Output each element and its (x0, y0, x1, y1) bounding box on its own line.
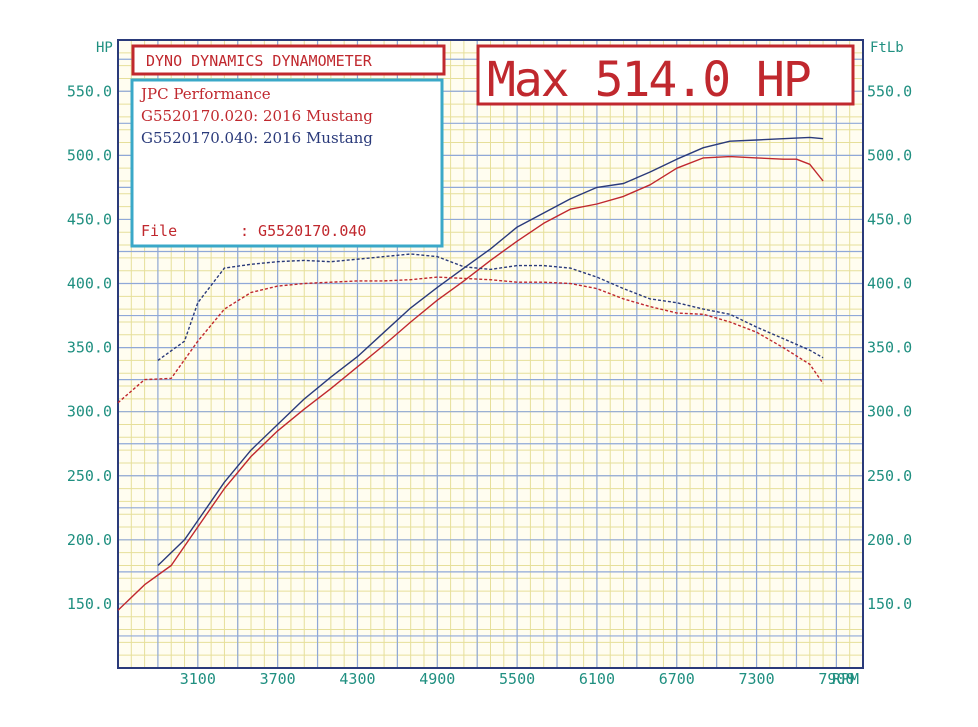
max-hp-box (476, 44, 855, 106)
y-tick-left-label: 200.0 (67, 531, 112, 549)
series-torque-line (117, 276, 824, 404)
y-tick-left-label: 350.0 (67, 339, 112, 357)
info-line-2: G5520170.020: 2016 Mustang (141, 107, 373, 125)
x-unit-label: RPM (832, 670, 859, 688)
y-tick-right-label: 300.0 (867, 403, 912, 421)
y-tick-left-label: 400.0 (67, 275, 112, 293)
series-torque-line (157, 253, 824, 361)
y-tick-right-label: 550.0 (867, 82, 912, 100)
plot-frame (117, 39, 864, 669)
series-power-line (157, 136, 824, 567)
series-power-line (117, 155, 824, 611)
x-tick-label: 4300 (339, 670, 375, 688)
x-tick-label: 7300 (739, 670, 775, 688)
x-tick-label: 5500 (499, 670, 535, 688)
y-unit-left: HP (96, 40, 113, 56)
y-tick-right-label: 200.0 (867, 531, 912, 549)
y-tick-left-label: 500.0 (67, 146, 112, 164)
x-tick-label: 7900 (818, 670, 854, 688)
x-tick-label: 6100 (579, 670, 615, 688)
title-box (131, 44, 446, 76)
title-box-label: DYNO DYNAMICS DYNAMOMETER (146, 52, 373, 70)
y-tick-right-label: 350.0 (867, 339, 912, 357)
y-tick-left-label: 300.0 (67, 403, 112, 421)
info-line-3: G5520170.040: 2016 Mustang (141, 129, 373, 147)
x-ticks: 3100 3700 4300 4900 5500 6100 6700 7300 7900 (180, 670, 855, 688)
y-tick-right-label: 400.0 (867, 275, 912, 293)
info-line-1: JPC Performance (139, 85, 271, 103)
y-tick-left-label: 450.0 (67, 210, 112, 228)
series-layer (117, 136, 824, 611)
y-tick-right-label: 150.0 (867, 595, 912, 613)
y-ticks-right: 150.0 200.0 250.0 300.0 350.0 400.0 450.0 500.0… (867, 82, 912, 613)
max-hp-label: Max 514.0 HP (487, 52, 810, 108)
y-tick-right-label: 250.0 (867, 467, 912, 485)
y-tick-left-label: 250.0 (67, 467, 112, 485)
x-tick-label: 6700 (659, 670, 695, 688)
y-tick-right-label: 500.0 (867, 146, 912, 164)
y-unit-right: FtLb (870, 40, 904, 56)
y-tick-left-label: 150.0 (67, 595, 112, 613)
x-tick-label: 3100 (180, 670, 216, 688)
file-value: : G5520170.040 (240, 222, 366, 240)
y-tick-left-label: 550.0 (67, 82, 112, 100)
x-tick-label: 3700 (260, 670, 296, 688)
file-label: File (141, 222, 177, 240)
y-ticks-left: 150.0 200.0 250.0 300.0 350.0 400.0 450.0 500.0… (67, 82, 112, 613)
y-tick-right-label: 450.0 (867, 210, 912, 228)
x-tick-label: 4900 (419, 670, 455, 688)
info-box (130, 78, 444, 248)
